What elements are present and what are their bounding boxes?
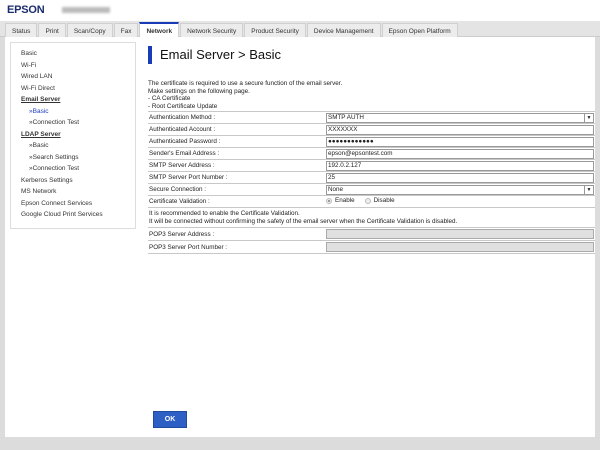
epson-logo: EPSON xyxy=(7,4,45,16)
select-field[interactable]: None ▼ xyxy=(326,184,594,195)
radio-button-icon[interactable] xyxy=(364,197,371,204)
field-value: epson@epsontest.com xyxy=(328,149,393,157)
intro-line: - Root Certificate Update xyxy=(148,102,218,110)
field-value: 192.0.2.127 xyxy=(328,161,362,169)
chevron-down-icon[interactable]: ▼ xyxy=(584,113,593,122)
field-label: POP3 Server Address : xyxy=(149,230,215,238)
tab-device-management[interactable]: Device Management xyxy=(306,23,381,38)
sidebar-item[interactable]: »Connection Test xyxy=(29,119,80,126)
intro-text: The certificate is required to use a sec… xyxy=(148,80,342,110)
tab-print[interactable]: Print xyxy=(38,23,66,38)
sidebar-item[interactable]: Wi-Fi Direct xyxy=(21,84,55,92)
field-label: Sender's Email Address : xyxy=(149,150,220,157)
tab-product-security[interactable]: Product Security xyxy=(244,23,306,38)
sidebar-item[interactable]: Basic xyxy=(21,50,37,57)
tab-fax[interactable]: Fax xyxy=(113,23,139,38)
text-field[interactable]: epson@epsontest.com xyxy=(326,148,594,159)
sidebar-item[interactable]: MS Network xyxy=(21,188,57,195)
settings-form: Authentication Method : SMTP AUTH ▼ Authent… xyxy=(148,111,595,255)
field-value: None xyxy=(328,185,344,193)
tab-network-security[interactable]: Network Security xyxy=(180,23,244,38)
radio-enable[interactable]: Enable xyxy=(326,197,355,204)
form-row: Certificate Validation : Enable Disable xyxy=(148,195,595,208)
field-label: POP3 Server Port Number : xyxy=(149,243,228,251)
note-line: It will be connected without confirming … xyxy=(149,217,458,225)
sidebar-item[interactable]: »Basic xyxy=(29,107,49,115)
ok-button[interactable]: OK xyxy=(153,411,187,428)
sidebar-item[interactable]: Email Server xyxy=(21,96,61,103)
tab-bar: Status Print Scan/Copy Fax Network Network Se… xyxy=(0,21,600,38)
field-value: SMTP AUTH xyxy=(328,113,364,121)
sidebar-item[interactable]: Epson Connect Services xyxy=(21,199,93,207)
radio-disable[interactable]: Disable xyxy=(364,197,395,205)
disabled-text-field xyxy=(326,229,594,240)
field-label: SMTP Server Address : xyxy=(149,162,215,169)
radio-label: Enable xyxy=(335,197,355,205)
field-value: ●●●●●●●●●●●● xyxy=(328,137,374,145)
tab-scan-copy[interactable]: Scan/Copy xyxy=(66,23,113,38)
field-label: Authenticated Password : xyxy=(149,138,221,145)
field-value: XXXXXXX xyxy=(328,125,358,133)
tab-epson-open-platform[interactable]: Epson Open Platform xyxy=(381,23,458,38)
sidebar-item[interactable]: LDAP Server xyxy=(21,130,61,138)
text-field[interactable]: 192.0.2.127 xyxy=(326,160,594,171)
radio-label: Disable xyxy=(373,197,395,205)
select-field[interactable]: SMTP AUTH ▼ xyxy=(326,112,594,123)
validation-note: It is recommended to enable the Certific… xyxy=(148,208,595,229)
sidebar-item[interactable]: »Search Settings xyxy=(29,153,79,161)
field-value: 25 xyxy=(328,173,336,181)
radio-group: Enable Disable xyxy=(326,197,405,206)
sidebar: Basic Wi-Fi Wired LAN Wi-Fi Direct Email Ser… xyxy=(10,42,136,229)
header: EPSON xyxy=(0,0,600,21)
page-title: Email Server > Basic xyxy=(148,46,281,64)
text-field[interactable]: 25 xyxy=(326,172,594,183)
field-label: Authentication Method : xyxy=(149,114,216,121)
sidebar-item[interactable]: »Basic xyxy=(29,142,49,149)
field-label: Certificate Validation : xyxy=(149,198,210,205)
field-label: SMTP Server Port Number : xyxy=(149,174,228,181)
note-line: It is recommended to enable the Certific… xyxy=(149,210,300,217)
text-field[interactable]: XXXXXXX xyxy=(326,124,594,135)
intro-line: Make settings on the following page. xyxy=(148,87,250,95)
sidebar-item[interactable]: »Connection Test xyxy=(29,165,80,172)
text-field[interactable]: ●●●●●●●●●●●● xyxy=(326,136,594,147)
tab-network[interactable]: Network xyxy=(139,22,180,38)
sidebar-item[interactable]: Google Cloud Print Services xyxy=(21,211,103,218)
intro-line: - CA Certificate xyxy=(148,95,191,103)
sidebar-item[interactable]: Kerberos Settings xyxy=(21,176,73,184)
field-label: Secure Connection : xyxy=(149,186,207,193)
form-row: POP3 Server Port Number : xyxy=(148,241,595,255)
sidebar-item[interactable]: Wired LAN xyxy=(21,73,53,80)
model-name-blurred xyxy=(62,7,110,13)
tab-status[interactable]: Status xyxy=(5,23,38,38)
field-label: Authenticated Account : xyxy=(149,126,216,133)
sidebar-item[interactable]: Wi-Fi xyxy=(21,61,37,69)
chevron-down-icon[interactable]: ▼ xyxy=(584,185,593,194)
form-row: POP3 Server Address : xyxy=(148,228,595,242)
intro-line: The certificate is required to use a sec… xyxy=(148,80,343,87)
disabled-text-field xyxy=(326,242,594,253)
radio-button-icon[interactable] xyxy=(326,197,332,204)
